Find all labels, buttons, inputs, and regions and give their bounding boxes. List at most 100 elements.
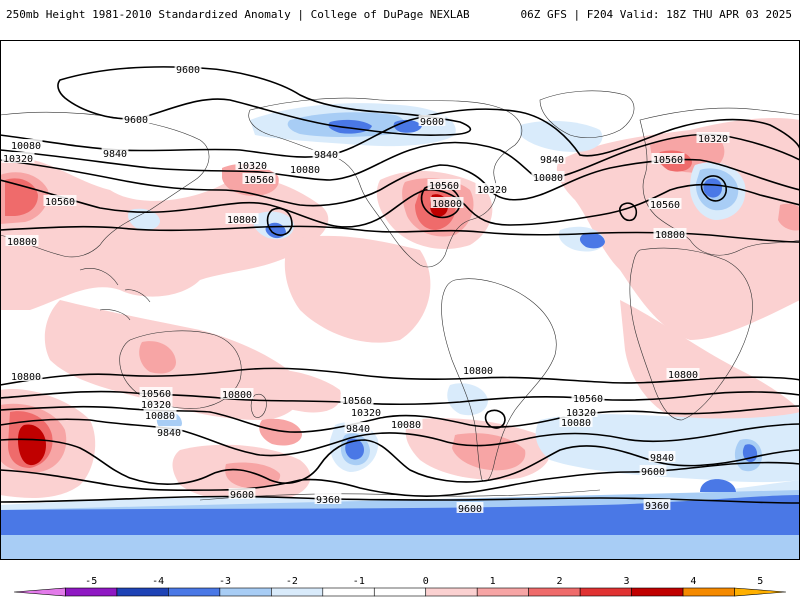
contour-label: 10080 — [391, 420, 421, 431]
contour-label-background — [314, 493, 342, 504]
strong-negative-anomaly — [579, 232, 605, 249]
strong-negative-anomaly — [703, 178, 722, 198]
contour-label-background — [651, 153, 685, 164]
colorbar-tick-label: -1 — [353, 576, 365, 587]
contour-label-background — [696, 132, 730, 143]
colorbar-tick-label: -3 — [219, 576, 231, 587]
contour-label-background — [174, 63, 202, 74]
contour-9600-south — [0, 461, 800, 497]
contour-label: 10080 — [561, 418, 591, 429]
negative-anomaly-region — [520, 120, 603, 152]
contour-label-background — [139, 398, 173, 409]
contour-label-background — [5, 235, 39, 246]
contour-label: 9840 — [157, 428, 181, 439]
contour-9840-north — [0, 108, 800, 158]
contour-10800-north — [0, 225, 800, 243]
moderate-positive-anomaly — [139, 341, 176, 374]
contour-labels: 9600 9600 9600 10080 10320 9840 9840 10320 10080… — [1, 63, 730, 515]
colorbar-segments — [13, 587, 787, 597]
contour-label: 10320 — [3, 154, 33, 165]
colorbar-tick-label: 2 — [557, 576, 563, 587]
contour-label-background — [538, 153, 566, 164]
contour-10560-north — [0, 179, 800, 228]
colorbar-segment — [168, 587, 221, 597]
colorbar-tick-label: 0 — [423, 576, 429, 587]
moderate-positive-anomaly — [778, 203, 800, 231]
south-america-outline — [441, 278, 557, 482]
colorbar-tick-label: 5 — [757, 576, 763, 587]
colorbar-segment — [373, 587, 427, 597]
contour-label-background — [571, 392, 605, 403]
contour-label: 9840 — [540, 155, 564, 166]
contour-label-background — [418, 115, 446, 126]
contour-label-background — [101, 147, 129, 158]
africa-outline — [629, 247, 753, 421]
contour-label-background — [9, 370, 43, 381]
contour-label: 9600 — [641, 467, 665, 478]
contour-closed-south-america — [484, 409, 506, 429]
colorbar-segment — [528, 587, 581, 597]
contour-label: 10800 — [655, 230, 685, 241]
colorbar-segment — [425, 587, 478, 597]
contour-label: 10560 — [45, 197, 75, 208]
contour-label-background — [559, 416, 593, 427]
contour-label: 10800 — [11, 372, 41, 383]
contour-label-background — [155, 426, 183, 437]
extreme-positive-anomaly — [18, 424, 46, 466]
contour-label-background — [228, 488, 256, 499]
contour-label: 9600 — [458, 504, 482, 515]
contour-label: 10560 — [342, 396, 372, 407]
contour-label: 10320 — [698, 134, 728, 145]
contour-label: 9840 — [314, 150, 338, 161]
height-contours — [0, 66, 800, 504]
colorbar-segment — [116, 587, 169, 597]
colorbar-segment — [322, 587, 375, 597]
contour-label-background — [344, 422, 372, 433]
contour-label: 10080 — [290, 165, 320, 176]
moderate-positive-anomaly — [259, 418, 302, 446]
contour-label-background — [288, 163, 322, 174]
contour-label: 10320 — [237, 161, 267, 172]
contour-label: 9600 — [230, 490, 254, 501]
contour-label: 10560 — [653, 155, 683, 166]
contour-10080-north — [0, 133, 800, 181]
contour-label: 9840 — [346, 424, 370, 435]
colorbar-tick-label: 1 — [490, 576, 496, 587]
contour-label-background — [122, 113, 150, 124]
colorbar-segment — [219, 587, 272, 597]
contour-label: 10800 — [668, 370, 698, 381]
contour-label-background — [340, 394, 374, 405]
contour-label-background — [139, 387, 173, 398]
colorbar-tick-label: -4 — [152, 576, 164, 587]
contour-label-background — [389, 418, 423, 429]
colorbar-tick-label: 3 — [623, 576, 629, 587]
contour-label: 9840 — [650, 453, 674, 464]
contour-label: 10800 — [222, 390, 252, 401]
contour-label-background — [564, 406, 598, 417]
colorbar-tick-label: 4 — [690, 576, 696, 587]
europe-asia-outline — [639, 107, 800, 256]
strong-negative-anomaly — [700, 479, 736, 492]
contour-label: 10560 — [141, 389, 171, 400]
contour-label: 10800 — [463, 366, 493, 377]
negative-anomaly-region — [535, 412, 800, 483]
contour-label: 10800 — [7, 237, 37, 248]
contour-9360-south — [0, 495, 800, 504]
contour-label-background — [430, 197, 464, 208]
contour-label-background — [43, 195, 77, 206]
contour-label-background — [220, 388, 254, 399]
contour-label: 10560 — [650, 200, 680, 211]
contour-label-background — [143, 409, 177, 420]
colorbar-segment — [13, 587, 66, 597]
contour-label-background — [9, 139, 43, 150]
contour-label: 9600 — [176, 65, 200, 76]
colorbar-segment — [631, 587, 684, 597]
colorbar-segment — [682, 587, 735, 597]
contour-label: 10320 — [477, 185, 507, 196]
contour-label-background — [312, 148, 340, 159]
contour-label-background — [666, 368, 700, 379]
strong-negative-anomaly — [345, 438, 364, 460]
contour-label: 10560 — [573, 394, 603, 405]
contour-label-background — [349, 406, 383, 417]
colorbar: -5 -4 -3 -2 -1 0 1 2 3 4 5 — [13, 576, 787, 597]
